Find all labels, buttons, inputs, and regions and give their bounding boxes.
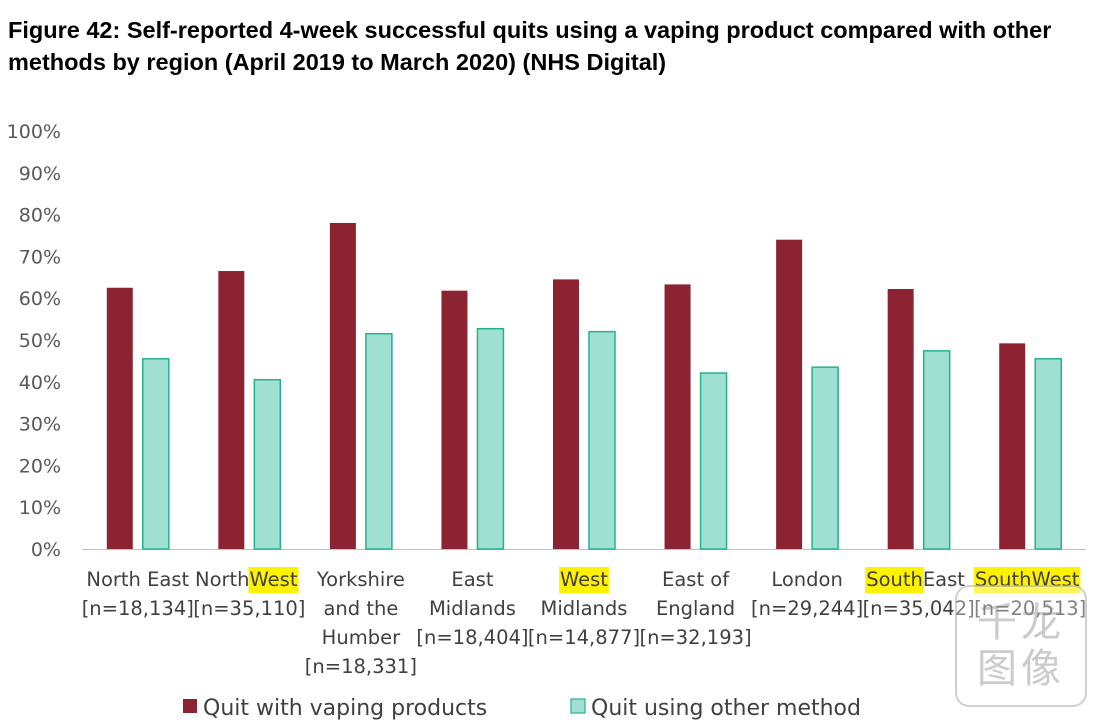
x-category-label: North West [n=35,110]	[193, 567, 305, 620]
y-tick-label: 30%	[19, 414, 61, 436]
bar-vaping	[441, 290, 468, 549]
x-tick-label-text: Humber	[322, 626, 401, 649]
x-category-label: North East [n=18,134]	[82, 568, 194, 620]
bar-other-method	[365, 332, 393, 550]
y-tick-label: 40%	[19, 372, 61, 394]
bar-vaping	[664, 284, 691, 549]
x-category-label: London [n=29,244]	[751, 568, 863, 620]
legend-swatch	[570, 698, 586, 714]
bars	[106, 222, 1062, 550]
x-tick-label-text: South	[975, 568, 1032, 591]
x-tick-label-text: West	[1031, 568, 1079, 591]
y-tick-label: 20%	[19, 455, 61, 477]
legend-label: Quit using other method	[591, 696, 861, 721]
watermark-text: 千龙 图像	[977, 600, 1065, 692]
legend-swatch	[183, 699, 197, 713]
x-tick-label-text: Yorkshire	[316, 568, 405, 591]
y-tick-label: 0%	[31, 539, 61, 561]
bar-vaping	[329, 222, 356, 549]
y-tick-label: 60%	[19, 288, 61, 310]
x-category-label: South West [n=20,513]	[973, 567, 1086, 620]
bar-vaping	[218, 271, 245, 549]
watermark-logo: 千龙 图像	[955, 585, 1087, 707]
x-tick-label-text: [n=35,042]	[863, 597, 975, 620]
x-tick-label-text: [n=18,331]	[305, 655, 417, 678]
x-tick-label-text: East of	[662, 568, 730, 591]
x-tick-label-text: [n=32,193]	[639, 626, 751, 649]
x-category-label: South East [n=35,042]	[863, 567, 975, 620]
legend-item: Quit using other method	[570, 696, 861, 721]
x-tick-label-text: West	[250, 568, 298, 591]
x-tick-label-text: North East	[86, 568, 189, 591]
x-tick-label-text: West	[560, 568, 608, 591]
x-category-label: Yorkshire and the Humber [n=18,331]	[305, 568, 417, 678]
label-highlight	[1030, 567, 1081, 593]
x-tick-label-text: [n=18,134]	[82, 597, 194, 620]
bar-other-method	[253, 378, 282, 550]
x-tick-label-text: East	[923, 568, 965, 591]
legend: Quit with vaping products Quit using othe…	[183, 696, 861, 721]
label-highlight	[973, 567, 1033, 593]
bar-other-method	[142, 358, 170, 550]
chart-title: Figure 42: Self-reported 4-week successf…	[8, 17, 1052, 75]
label-highlight	[248, 567, 299, 593]
bar-other-method	[699, 372, 728, 550]
x-tick-label-text: London	[771, 568, 842, 591]
y-tick-label: 70%	[19, 246, 61, 268]
x-tick-label-text: [n=35,110]	[193, 597, 305, 620]
bar-other-method	[588, 330, 616, 550]
x-tick-label-text: and the	[323, 597, 398, 620]
x-axis-labels: North East [n=18,134]North West [n=35,110]…	[82, 567, 1086, 678]
y-tick-label: 10%	[19, 497, 61, 519]
y-tick-label: 80%	[19, 205, 61, 227]
x-tick-label-text: North	[195, 568, 250, 591]
x-tick-label-text: South	[866, 568, 923, 591]
bar-other-method	[476, 327, 505, 550]
x-tick-label-text: Midlands	[429, 597, 516, 620]
x-category-label: West Midlands [n=14,877]	[528, 567, 640, 649]
bar-other-method	[811, 366, 839, 550]
bar-vaping	[887, 289, 914, 549]
x-tick-label-text: England	[656, 597, 735, 620]
x-tick-label-text: East	[451, 568, 493, 591]
x-tick-label-text: [n=14,877]	[528, 626, 640, 649]
bar-other-method	[1034, 358, 1062, 550]
x-tick-label-text: [n=29,244]	[751, 597, 863, 620]
x-tick-label-text: Midlands	[541, 597, 628, 620]
bar-vaping	[999, 343, 1026, 549]
y-tick-label: 100%	[7, 121, 61, 143]
x-category-label: East of England [n=32,193]	[639, 568, 751, 649]
x-tick-label-text: [n=20,513]	[974, 597, 1086, 620]
legend-item: Quit with vaping products	[183, 696, 487, 721]
label-highlight	[865, 567, 924, 593]
bar-vaping	[776, 239, 803, 549]
label-highlight	[559, 567, 609, 593]
bar-vaping	[106, 287, 133, 549]
bar-other-method	[922, 350, 951, 550]
legend-label: Quit with vaping products	[203, 696, 487, 721]
y-tick-label: 50%	[19, 330, 61, 352]
bar-vaping	[553, 279, 579, 549]
x-category-label: East Midlands [n=18,404]	[416, 568, 528, 649]
y-axis: 0% 10% 20% 30% 40% 50% 60% 70% 80% 90% 100%	[7, 121, 1086, 561]
y-tick-label: 90%	[19, 163, 61, 185]
x-tick-label-text: [n=18,404]	[416, 626, 528, 649]
